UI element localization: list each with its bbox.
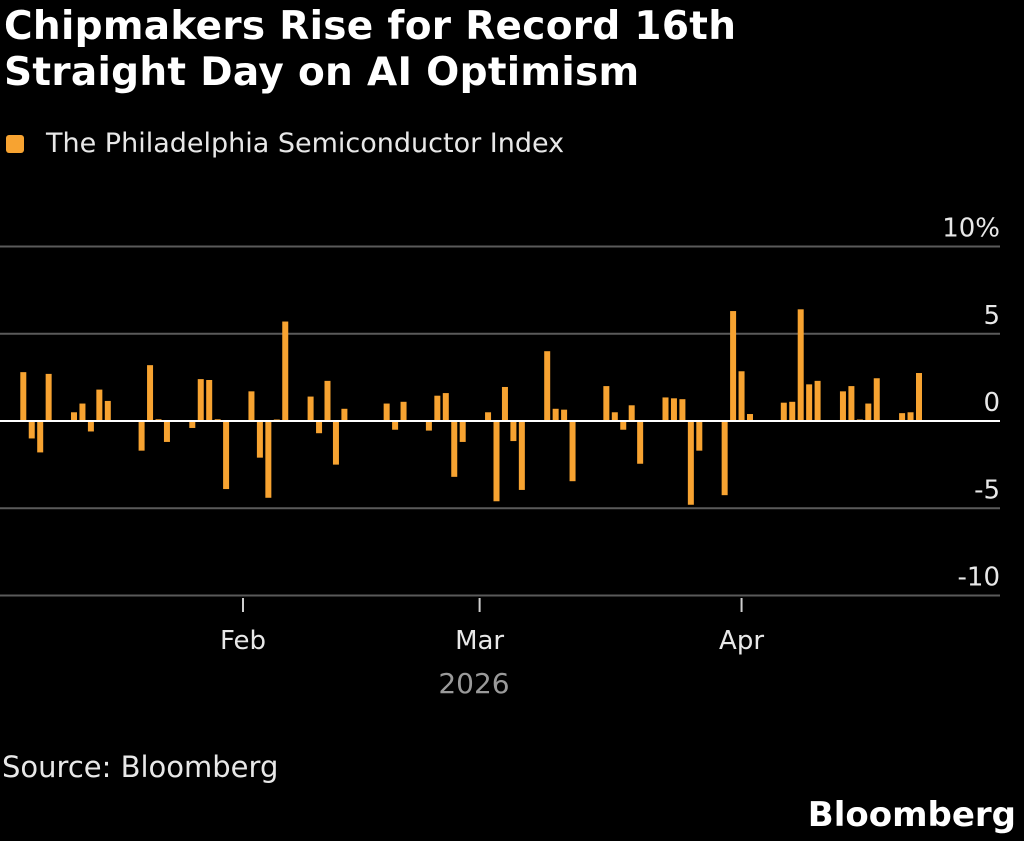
bar bbox=[696, 421, 703, 451]
bar bbox=[569, 421, 576, 482]
bloomberg-logo: Bloomberg bbox=[807, 795, 1016, 835]
legend-label: The Philadelphia Semiconductor Index bbox=[46, 128, 565, 159]
bar bbox=[561, 409, 568, 421]
bar bbox=[485, 412, 492, 421]
bar bbox=[747, 414, 753, 421]
bar bbox=[814, 380, 821, 421]
bar bbox=[189, 421, 196, 428]
bar bbox=[611, 412, 618, 421]
x-tick-label: Apr bbox=[719, 626, 764, 656]
bar bbox=[493, 421, 500, 502]
bar bbox=[28, 421, 35, 439]
source-note: Source: Bloomberg bbox=[2, 750, 279, 784]
bar bbox=[307, 396, 314, 421]
bar bbox=[87, 421, 94, 432]
bar bbox=[848, 386, 855, 421]
bar bbox=[797, 309, 804, 421]
chart-title: Chipmakers Rise for Record 16th Straight… bbox=[4, 4, 736, 96]
bar bbox=[628, 405, 635, 421]
bar bbox=[518, 421, 525, 490]
bar bbox=[147, 365, 154, 421]
bar bbox=[282, 321, 289, 421]
bar bbox=[738, 371, 745, 421]
bar bbox=[434, 395, 441, 421]
bar bbox=[806, 384, 813, 421]
legend-swatch bbox=[6, 134, 24, 153]
bar bbox=[206, 379, 213, 421]
bar bbox=[197, 379, 204, 421]
bar bbox=[544, 351, 551, 421]
y-tick-label: 5 bbox=[983, 301, 1000, 331]
bar bbox=[324, 380, 331, 421]
bar bbox=[907, 412, 914, 421]
title-line-2: Straight Day on AI Optimism bbox=[4, 50, 640, 95]
bar bbox=[341, 408, 348, 421]
bar bbox=[721, 421, 728, 496]
bar bbox=[899, 413, 906, 421]
bar bbox=[637, 421, 644, 464]
y-tick-label: -10 bbox=[958, 563, 1000, 593]
bar bbox=[679, 399, 686, 421]
bar bbox=[780, 402, 787, 421]
bar bbox=[71, 412, 77, 421]
bar bbox=[163, 421, 170, 442]
bar bbox=[510, 421, 517, 442]
bar bbox=[670, 398, 677, 421]
bar bbox=[332, 421, 339, 465]
legend: The Philadelphia Semiconductor Index bbox=[6, 128, 564, 159]
bar bbox=[392, 421, 399, 430]
bar bbox=[730, 311, 737, 421]
bar bbox=[865, 403, 872, 421]
title-line-1: Chipmakers Rise for Record 16th bbox=[4, 4, 737, 49]
bar bbox=[789, 401, 796, 421]
bar bbox=[873, 378, 880, 421]
bar bbox=[248, 391, 255, 421]
bar bbox=[138, 421, 145, 451]
bar bbox=[916, 373, 922, 421]
x-tick-label: Feb bbox=[220, 626, 266, 656]
bar bbox=[552, 408, 559, 421]
bar bbox=[316, 421, 323, 434]
bar bbox=[383, 403, 390, 421]
bar bbox=[400, 401, 407, 421]
y-tick-label: 0 bbox=[983, 388, 1000, 418]
bar bbox=[442, 393, 449, 421]
bar bbox=[839, 391, 846, 421]
bar bbox=[425, 421, 432, 431]
bar bbox=[662, 397, 669, 421]
bar bbox=[223, 421, 230, 490]
bar bbox=[459, 421, 466, 442]
bar bbox=[603, 386, 610, 421]
bar bbox=[45, 373, 52, 421]
bar bbox=[104, 400, 111, 421]
bar bbox=[256, 421, 263, 458]
bar bbox=[265, 421, 272, 498]
x-tick-label: Mar bbox=[455, 626, 504, 656]
bar bbox=[501, 386, 508, 421]
bar bbox=[451, 421, 458, 477]
y-tick-label: -5 bbox=[974, 475, 1000, 505]
y-tick-label: 10% bbox=[942, 214, 1000, 244]
bar bbox=[37, 421, 44, 453]
bar bbox=[687, 421, 694, 505]
bar bbox=[96, 389, 103, 421]
bar bbox=[20, 372, 27, 421]
bar bbox=[79, 403, 86, 421]
bar bbox=[620, 421, 627, 430]
x-axis-year-label: 2026 bbox=[438, 667, 509, 700]
